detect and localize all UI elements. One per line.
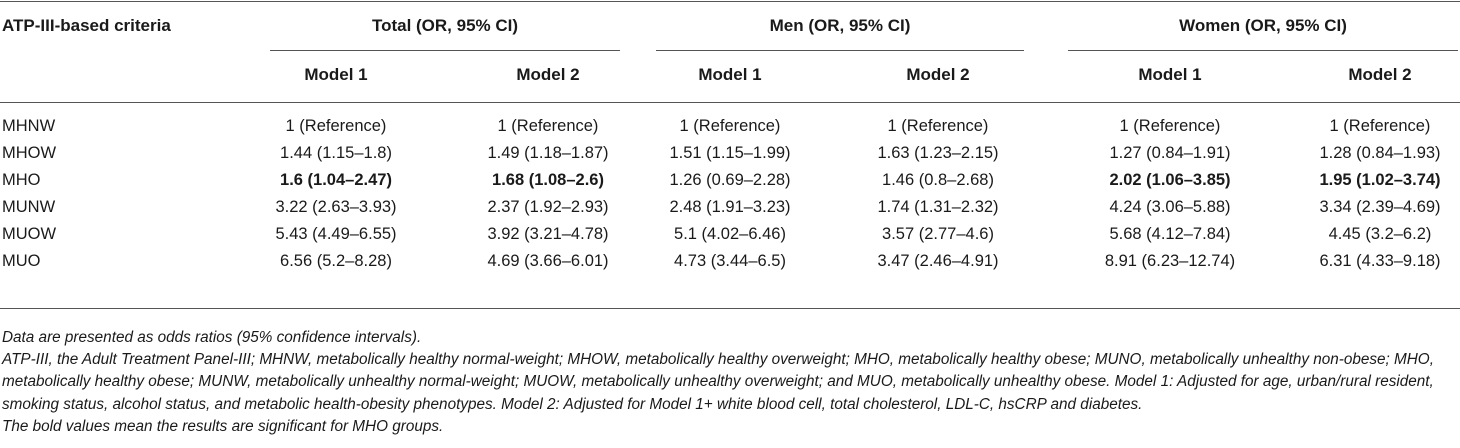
model-header: Model 1 [304,65,368,84]
table-cell: 5.43 (4.49–6.55) [275,225,397,243]
table-cell: 1.44 (1.15–1.8) [280,144,392,162]
model-header: Model 2 [906,65,970,84]
model-header: Model 2 [1348,65,1412,84]
table-cell: 1.51 (1.15–1.99) [669,144,791,162]
table-cell: 8.91 (6.23–12.74) [1104,252,1236,270]
group-underline-men [656,50,1024,51]
table-cell: 2.02 (1.06–3.85) [1109,171,1231,189]
table-cell: 1 (Reference) [497,117,599,135]
table-cell: 1.26 (0.69–2.28) [669,171,791,189]
corner-header: ATP-III-based criteria [2,16,171,35]
footnote: The bold values mean the results are sig… [2,417,444,435]
model-header: Model 2 [516,65,580,84]
table-cell: 1 (Reference) [285,117,387,135]
table-cell: 1.68 (1.08–2.6) [492,171,604,189]
table-cell: 6.31 (4.33–9.18) [1319,252,1441,270]
model-header: Model 1 [698,65,762,84]
table-cell: 4.69 (3.66–6.01) [487,252,609,270]
table-cell: 3.22 (2.63–3.93) [275,198,397,216]
model-header: Model 1 [1138,65,1202,84]
group-underline-total [270,50,620,51]
table-cell: 3.92 (3.21–4.78) [487,225,609,243]
group-header-men: Men (OR, 95% CI) [769,16,911,35]
table-cell: 1.46 (0.8–2.68) [882,171,994,189]
table-cell: 1.49 (1.18–1.87) [487,144,609,162]
footnote: Data are presented as odds ratios (95% c… [2,329,422,346]
table-cell: 1.28 (0.84–1.93) [1319,144,1441,162]
table-cell: 5.68 (4.12–7.84) [1109,225,1231,243]
table-cell: 2.48 (1.91–3.23) [669,198,791,216]
table-footnotes: Data are presented as odds ratios (95% c… [2,327,1457,438]
footnote: ATP-III, the Adult Treatment Panel-III; … [2,351,1434,413]
table-cell: 4.73 (3.44–6.5) [674,252,786,270]
row-label: MUNW [2,198,56,216]
table-cell: 1.6 (1.04–2.47) [280,171,392,189]
table-cell: 4.24 (3.06–5.88) [1109,198,1231,216]
table-cell: 4.45 (3.2–6.2) [1328,225,1432,243]
table-cell: 1.95 (1.02–3.74) [1319,171,1441,189]
row-label: MHNW [2,117,56,135]
row-label: MUO [2,252,41,270]
table-cell: 2.37 (1.92–2.93) [487,198,609,216]
table-cell: 1.27 (0.84–1.91) [1109,144,1231,162]
group-underline-women [1068,50,1458,51]
table-cell: 1 (Reference) [1119,117,1221,135]
table-cell: 6.56 (5.2–8.28) [280,252,392,270]
header-bottom-rule [0,102,1460,103]
row-label: MHOW [2,144,57,162]
table-cell: 1.74 (1.31–2.32) [877,198,999,216]
row-label: MUOW [2,225,57,243]
top-rule [0,1,1460,2]
row-label: MHO [2,171,41,189]
table-cell: 1 (Reference) [679,117,781,135]
group-header-women: Women (OR, 95% CI) [1179,16,1347,35]
table-cell: 1 (Reference) [887,117,989,135]
table-cell: 3.34 (2.39–4.69) [1319,198,1441,216]
table-cell: 1 (Reference) [1329,117,1431,135]
table-cell: 3.47 (2.46–4.91) [877,252,999,270]
table-cell: 1.63 (1.23–2.15) [877,144,999,162]
table-cell: 3.57 (2.77–4.6) [882,225,994,243]
table-cell: 5.1 (4.02–6.46) [674,225,786,243]
group-header-total: Total (OR, 95% CI) [371,16,519,35]
table-bottom-rule [0,308,1460,309]
